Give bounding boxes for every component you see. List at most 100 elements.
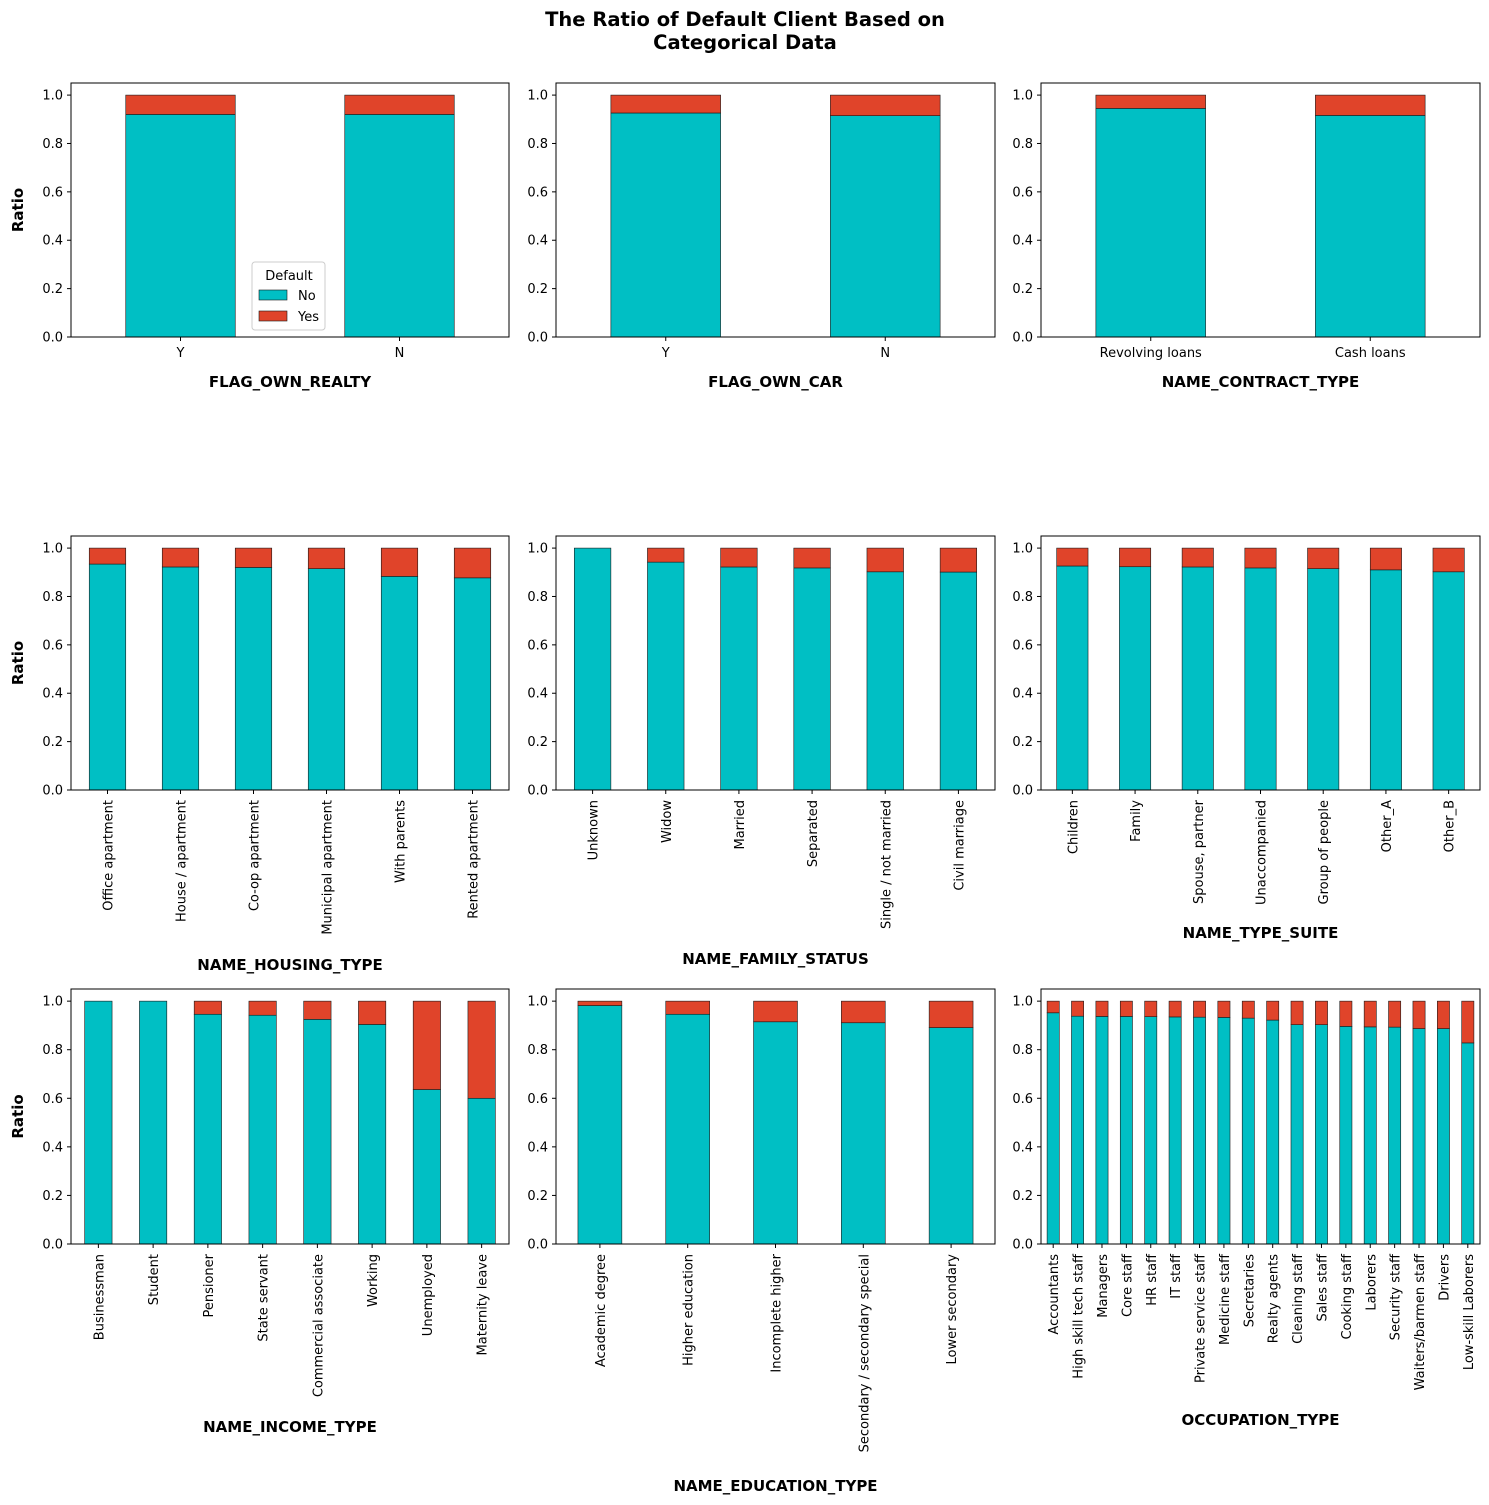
y-tick-label: 0.8 [42,137,63,152]
y-tick-label: 0.8 [1012,590,1033,605]
x-tick-label: Secretaries [1242,1254,1257,1327]
bar-yes [665,1000,710,1015]
x-tick-label: Incomplete higher [770,1253,785,1372]
bar-yes [1290,1000,1304,1026]
bar-no [1307,568,1340,791]
y-tick-label: 0.2 [1012,1189,1033,1204]
y-axis-label: Ratio [9,641,27,685]
figure-title-line2: Categorical Data [653,31,837,54]
bar-no [841,1022,886,1245]
y-tick-label: 0.0 [42,331,63,346]
y-tick-label: 1.0 [527,995,548,1010]
bar-yes [1095,94,1206,109]
bar-no [1388,1026,1402,1245]
bar-yes [1217,1000,1231,1018]
bar-no [1266,1019,1280,1245]
bar-no [467,1097,496,1245]
y-axis-label: Ratio [9,1094,27,1138]
bar-no [830,115,941,338]
bar-no [88,563,127,791]
x-tick-label: Civil marriage [952,800,967,891]
y-tick-label: 0.0 [527,1238,548,1253]
x-tick-label: Co-op apartment [248,800,263,911]
bar-yes [412,1000,441,1090]
bar-yes [1315,94,1426,116]
y-tick-label: 1.0 [1012,995,1033,1010]
bar-no [793,567,831,791]
bar-no [610,112,721,338]
x-tick-label: Pensioner [202,1253,217,1317]
bar-no [1241,1017,1255,1245]
bar-no [1244,567,1277,791]
x-tick-label: Other_B [1443,800,1458,852]
x-tick-label: Security staff [1389,1253,1404,1340]
x-tick-label: Single / not married [879,800,894,929]
bar-no [161,566,200,791]
bar-no [1461,1042,1475,1245]
bar-no [1095,108,1206,338]
x-tick-label: Medicine staff [1218,1253,1233,1345]
bar-yes [248,1000,277,1016]
axes-frame [1040,535,1481,791]
y-axis-label: Ratio [9,188,27,232]
bar-yes [1193,1000,1206,1018]
bar-yes [1168,1000,1182,1018]
bar-yes [1119,1000,1133,1017]
x-axis-label: FLAG_OWN_REALTY [209,373,372,391]
bar-yes [1095,1000,1109,1017]
bar-no [358,1024,387,1245]
bar-no [1315,1024,1328,1245]
x-tick-label: Maternity leave [476,1254,491,1355]
x-tick-label: Managers [1096,1254,1111,1318]
bar-yes [1369,547,1402,571]
x-tick-label: Widow [660,800,675,843]
bar-yes [1412,1000,1426,1029]
y-tick-label: 0.8 [527,137,548,152]
bar-yes [793,547,831,569]
y-tick-label: 0.4 [527,1140,548,1155]
axes-frame [1040,82,1481,338]
axes-frame [555,82,996,338]
bar-no [1046,1012,1060,1245]
x-tick-label: Realty agents [1267,1254,1282,1344]
bar-yes [1071,1000,1084,1017]
y-tick-label: 0.0 [527,331,548,346]
y-tick-label: 0.4 [42,1140,63,1155]
y-tick-label: 0.8 [42,590,63,605]
bar-yes [939,547,978,573]
y-tick-label: 0.0 [1012,1238,1033,1253]
bar-no [720,566,758,791]
legend-label: No [298,289,316,304]
x-tick-label: Higher education [682,1254,697,1366]
y-tick-label: 0.6 [527,1092,548,1107]
bar-no [303,1019,332,1245]
x-tick-label: N [880,346,890,361]
y-tick-label: 1.0 [1012,542,1033,557]
bar-no [939,571,978,791]
x-tick-label: HR staff [1145,1253,1160,1306]
subplot-occupation-type: 0.0 0.2 0.4 0.6 0.8 1.0 Accountants High skill … [1012,988,1481,1429]
y-tick-label: 0.6 [527,638,548,653]
bar-yes [125,94,236,115]
legend-title: Default [265,269,313,284]
bar-yes [193,1000,222,1015]
y-tick-label: 0.6 [1012,1092,1033,1107]
x-axis-label: NAME_EDUCATION_TYPE [673,1477,877,1495]
y-tick-label: 1.0 [527,89,548,104]
x-tick-label: Other_A [1380,800,1395,852]
bar-yes [647,547,685,563]
subplot-name-type-suite: 0.0 0.2 0.4 0.6 0.8 1.0 Children Family Spouse, … [1012,535,1481,942]
x-tick-label: Spouse, partner [1192,799,1207,904]
bar-yes [1046,1000,1060,1014]
y-tick-label: 0.0 [1012,784,1033,799]
y-tick-label: 0.2 [1012,735,1033,750]
x-tick-label: With parents [394,800,409,883]
subplot-name-family-status: 0.0 0.2 0.4 0.6 0.8 1.0 Unknown Widow Married Sep… [527,535,996,968]
bar-no [1412,1028,1426,1245]
x-tick-label: Office apartment [102,800,117,911]
axes-frame [555,535,996,791]
x-tick-label: Student [147,1254,162,1305]
x-tick-label: Laborers [1364,1254,1379,1311]
bar-no [1056,565,1089,791]
